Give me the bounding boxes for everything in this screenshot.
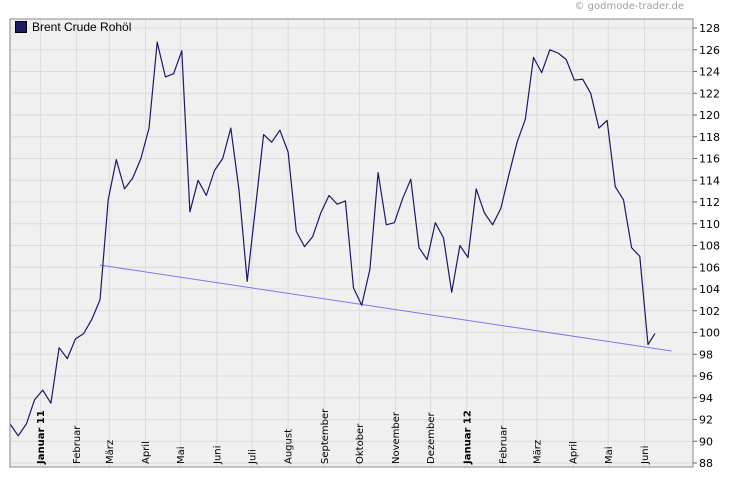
y-tick-label: 122: [699, 87, 720, 100]
y-tick-label: 120: [699, 109, 720, 122]
legend-label: Brent Crude Rohöl: [32, 20, 132, 34]
x-axis-labels: Januar 11 Februar März April Mai Juni Juli Augu…: [36, 408, 651, 465]
x-tick-label: Mai: [176, 446, 187, 464]
x-tick-label: Juli: [247, 449, 258, 465]
y-tick-label: 110: [699, 218, 720, 231]
y-axis-ticks: 88 90 92 94 96 98 100 102 104 106 108 110 112 114 116 1…: [693, 22, 720, 470]
y-tick-label: 126: [699, 44, 720, 57]
y-tick-label: 106: [699, 261, 720, 274]
y-tick-label: 102: [699, 305, 720, 318]
trendline: [99, 264, 672, 352]
x-tick-label: November: [391, 411, 402, 464]
y-tick-label: 94: [699, 392, 713, 405]
plot-border: [9, 18, 694, 468]
x-tick-label: Mai: [604, 446, 615, 464]
series-line-brent: [9, 41, 656, 437]
grid-layer: [10, 19, 693, 467]
x-tick-label: März: [105, 440, 116, 464]
y-tick-label: 116: [699, 153, 720, 166]
y-tick-label: 96: [699, 370, 713, 383]
y-tick-label: 90: [699, 435, 713, 448]
x-tick-label: April: [569, 441, 580, 464]
y-tick-label: 88: [699, 457, 713, 470]
y-tick-label: 112: [699, 196, 720, 209]
y-tick-label: 128: [699, 22, 720, 35]
copyright-notice: © godmode-trader.de: [574, 1, 685, 12]
x-tick-label: Juni: [640, 446, 651, 465]
x-tick-label: Februar: [499, 425, 510, 464]
x-tick-label: Februar: [72, 425, 83, 464]
y-tick-label: 124: [699, 66, 720, 79]
x-tick-label: September: [320, 408, 331, 464]
x-tick-label: August: [284, 429, 295, 464]
y-tick-label: 114: [699, 174, 720, 187]
x-tick-label: Juni: [212, 446, 223, 465]
y-tick-label: 108: [699, 240, 720, 253]
x-tick-label: Oktober: [355, 423, 366, 464]
x-tick-label: Januar 12: [462, 410, 473, 465]
x-tick-label: April: [141, 441, 152, 464]
x-tick-label: Januar 11: [36, 410, 47, 465]
legend-swatch: [15, 21, 27, 33]
y-tick-label: 98: [699, 348, 713, 361]
y-tick-label: 92: [699, 414, 713, 427]
y-tick-label: 118: [699, 131, 720, 144]
y-tick-label: 104: [699, 283, 720, 296]
plot-background: [10, 19, 693, 467]
legend: Brent Crude Rohöl: [15, 20, 131, 34]
y-tick-label: 100: [699, 327, 720, 340]
x-tick-label: März: [532, 440, 543, 464]
x-tick-label: Dezember: [426, 412, 437, 464]
